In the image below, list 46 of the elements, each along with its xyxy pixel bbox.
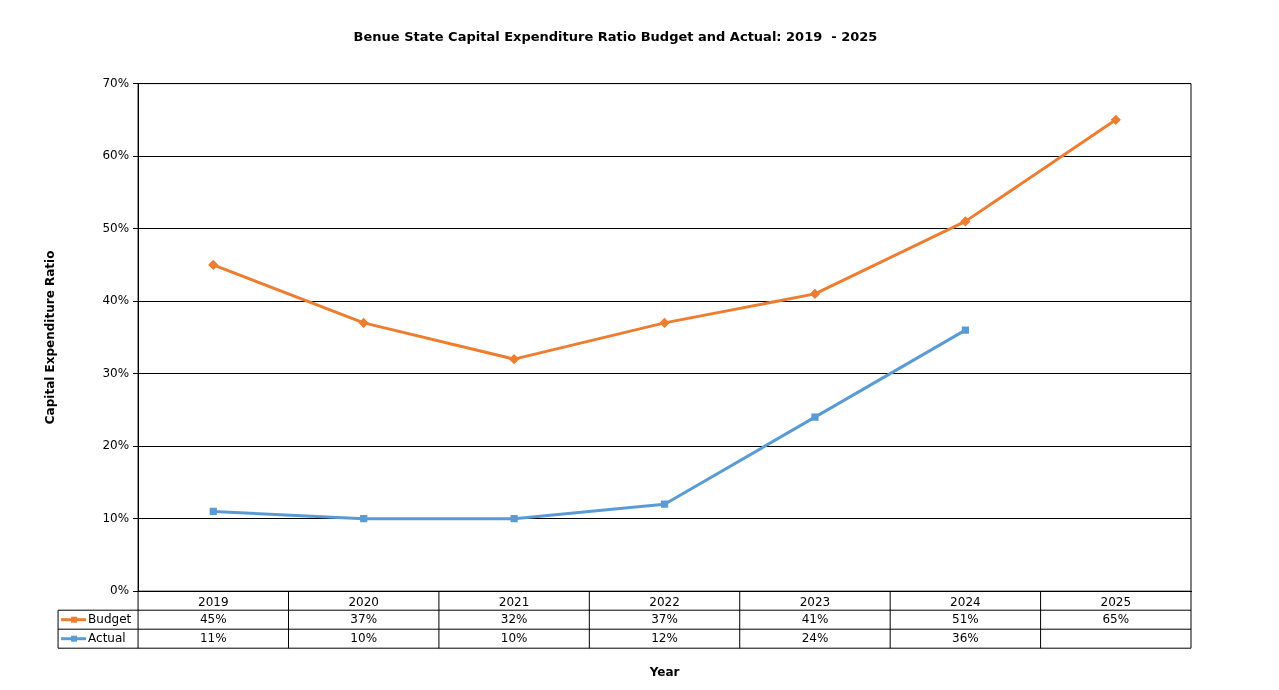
y-tick-label: 0% xyxy=(110,583,130,598)
data-label: 65% xyxy=(1102,611,1130,626)
point xyxy=(208,260,218,270)
x-tick-label: 2024 xyxy=(950,594,981,609)
x-tick-label: 2020 xyxy=(348,594,379,609)
point xyxy=(660,500,669,508)
y-tick-label: 40% xyxy=(102,293,130,308)
y-tick-label: 30% xyxy=(102,365,130,380)
y-tick-label: 70% xyxy=(102,75,130,90)
data-label: 41% xyxy=(801,611,829,626)
point xyxy=(510,515,518,523)
y-tick-label: 10% xyxy=(102,510,130,525)
x-tick-label: 2021 xyxy=(498,594,530,609)
y-tick-label: 20% xyxy=(102,438,130,453)
x-tick-label: 2023 xyxy=(799,594,831,609)
y-axis-title: Capital Expenditure Ratio xyxy=(43,250,58,425)
data-label: 45% xyxy=(199,611,227,626)
data-label: 10% xyxy=(350,630,378,645)
data-label: 37% xyxy=(651,611,678,626)
legend-label: Actual xyxy=(88,630,126,645)
x-tick-label: 2019 xyxy=(198,594,229,609)
point xyxy=(1111,115,1121,125)
data-label: 36% xyxy=(952,630,979,645)
point xyxy=(509,354,519,364)
y-tick-label: 50% xyxy=(102,220,130,235)
x-tick-label: 2025 xyxy=(1100,594,1132,609)
point xyxy=(961,326,969,334)
data-label: 32% xyxy=(500,611,528,626)
point xyxy=(960,216,970,226)
point xyxy=(359,318,369,328)
point xyxy=(360,515,368,523)
x-axis-title: Year xyxy=(648,664,680,679)
data-label: 11% xyxy=(199,630,227,645)
chart-title: Benue State Capital Expenditure Ratio Budget and Actual: 2019 - 2025 xyxy=(353,29,878,45)
point xyxy=(660,318,670,328)
data-label: 24% xyxy=(801,630,829,645)
data-label: 12% xyxy=(651,630,678,645)
x-tick-label: 2022 xyxy=(649,594,680,609)
data-label: 10% xyxy=(500,630,528,645)
point xyxy=(810,289,820,299)
point xyxy=(811,413,819,421)
point xyxy=(209,507,217,516)
data-label: 51% xyxy=(952,611,979,626)
legend-label: Budget xyxy=(88,611,132,626)
y-tick-label: 60% xyxy=(102,148,130,163)
data-label: 37% xyxy=(350,611,378,626)
